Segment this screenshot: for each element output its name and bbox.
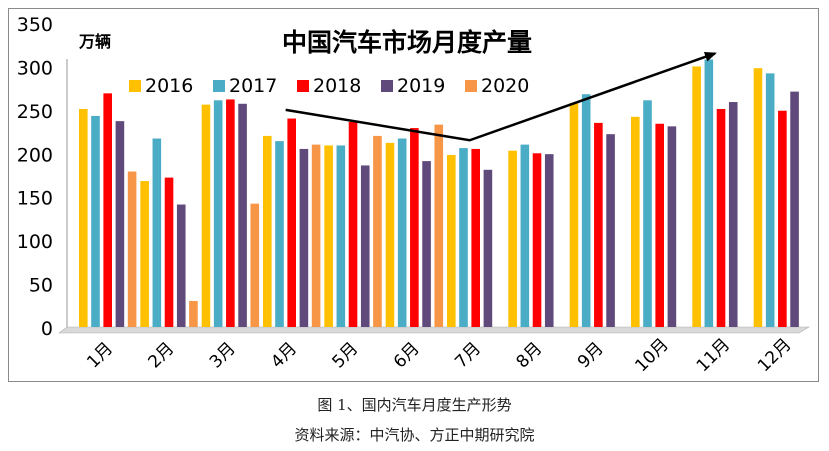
bar-2016-10 [631,116,640,327]
x-axis-ticks: 1月 2月 3月 4月 5月 6月 7月 8月 9月 10月 11月 12月 [83,335,795,376]
legend-swatch-2019 [381,80,393,92]
legend-swatch-2020 [465,80,477,92]
x-tick-label: 7月 [451,339,485,373]
x-tick-label: 8月 [513,339,547,373]
bar-2019-11 [728,102,738,327]
bar-2020-6 [434,124,444,327]
bar-2017-8 [520,144,530,327]
y-tick-label: 0 [41,318,53,340]
bar-group [79,59,799,328]
bar-2017-11 [704,59,714,327]
bar-2017-6 [397,138,407,327]
y-tick-label: 300 [17,57,53,79]
bar-2016-1 [79,108,88,327]
bar-2016-8 [508,150,517,327]
bar-2018-12 [778,110,787,328]
bar-2019-1 [115,121,125,327]
x-tick-label: 6月 [390,339,424,373]
unit-label: 万辆 [78,32,111,51]
bar-2018-1 [103,93,112,328]
figure-caption: 图 1、国内汽车月度生产形势 [317,396,512,414]
bar-2019-4 [299,148,309,327]
bar-2016-4 [263,135,272,327]
bar-2016-11 [692,66,701,327]
y-tick-label: 150 [17,188,53,210]
bar-2016-6 [385,142,395,327]
y-tick-label: 250 [17,101,53,123]
x-tick-label: 5月 [329,339,363,373]
bar-2018-9 [594,122,603,327]
bar-2017-2 [152,138,162,327]
x-tick-label: 11月 [693,335,734,376]
x-tick-label: 10月 [631,335,672,376]
legend: 2016 2017 2018 2019 2020 [129,75,529,97]
bar-2018-5 [348,122,358,327]
bar-2016-9 [569,102,579,327]
bar-2017-7 [459,148,468,327]
bar-2018-11 [716,108,726,327]
bar-2017-1 [91,115,100,328]
legend-label-2016: 2016 [145,75,193,97]
x-tick-label: 9月 [574,339,608,373]
legend-swatch-2017 [213,80,225,92]
legend-label-2018: 2018 [313,75,361,97]
bar-2017-5 [336,145,346,327]
bar-2020-2 [189,300,198,327]
bar-2019-3 [238,103,247,327]
bar-2019-6 [422,161,431,327]
x-tick-label: 1月 [83,339,117,373]
bar-2017-9 [581,94,591,327]
bar-2016-3 [201,104,211,327]
bar-2020-5 [373,135,382,327]
bar-2018-7 [471,148,480,327]
bar-2016-12 [753,68,763,327]
source-note: 资料来源：中汽协、方正中期研究院 [294,426,535,444]
bar-2016-5 [324,145,333,327]
legend-swatch-2018 [297,80,309,92]
bar-2019-5 [360,165,370,327]
bar-2018-10 [655,123,664,327]
x-tick-label: 3月 [206,339,240,373]
bar-2017-4 [275,141,284,327]
bar-2017-10 [643,100,652,327]
chart-title: 中国汽车市场月度产量 [282,28,532,57]
y-tick-label: 50 [29,275,53,297]
trend-arrow [285,52,717,142]
chart-svg: 0 50 100 150 200 250 300 350 1月 2月 3月 4月 5月 6月 7月 8月 9月… [17,14,811,376]
bar-2018-4 [287,118,296,328]
legend-swatch-2016 [129,80,141,92]
bar-2020-4 [311,144,321,327]
bar-2019-10 [667,126,677,327]
x-tick-label: 4月 [267,339,301,373]
y-axis-ticks: 0 50 100 150 200 250 300 350 [17,14,53,340]
bar-2018-3 [226,99,235,327]
chart-floor [58,326,811,334]
y-tick-label: 100 [17,231,53,253]
bar-2018-8 [532,153,542,327]
bar-2019-12 [790,91,799,327]
legend-label-2017: 2017 [229,75,277,97]
bar-2019-9 [606,134,615,327]
bar-2018-6 [410,128,419,327]
x-tick-label: 12月 [754,335,795,376]
y-tick-label: 200 [17,144,53,166]
bar-2016-2 [140,181,149,327]
bar-2020-3 [250,203,260,327]
bar-2019-2 [176,204,186,327]
bar-2017-12 [765,73,775,328]
legend-label-2020: 2020 [481,75,529,97]
bar-2017-3 [213,100,223,327]
x-tick-label: 2月 [145,339,179,373]
bar-2020-1 [127,171,137,327]
bar-2019-8 [544,154,554,327]
chart-frame: 0 50 100 150 200 250 300 350 1月 2月 3月 4月 5月 6月 7月 8月 9月… [8,8,819,382]
bar-2019-7 [483,169,493,327]
y-tick-label: 350 [17,14,53,36]
bar-2018-2 [164,177,174,327]
legend-label-2019: 2019 [397,75,445,97]
bar-2016-7 [447,155,456,327]
